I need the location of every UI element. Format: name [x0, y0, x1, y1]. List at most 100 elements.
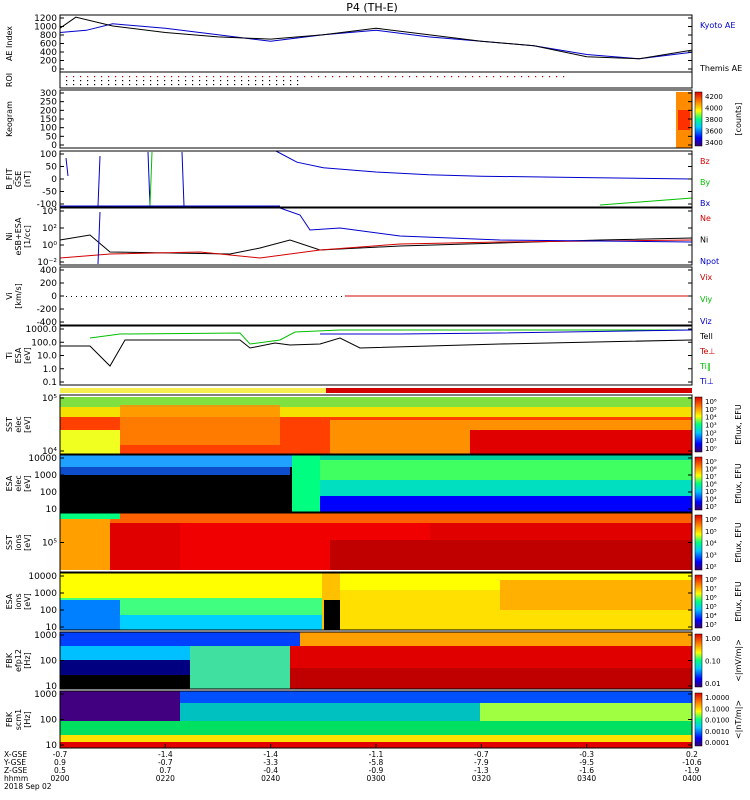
vi-zero-dot	[341, 296, 342, 297]
panel-frame-roi	[59, 71, 693, 89]
roi-dot	[129, 84, 131, 86]
roi-dot	[171, 80, 173, 82]
x-tick-label: -5.8	[369, 758, 384, 767]
roi-dot	[206, 80, 208, 82]
roi-dot	[528, 76, 530, 78]
legend-entry-vi: Viz	[700, 317, 712, 326]
vi-zero-dot	[156, 296, 157, 297]
roi-dot	[395, 76, 397, 78]
y-tick-label-fbkb: 1000	[34, 690, 57, 700]
y-tick-label-esai: 10000	[28, 572, 57, 582]
colorbar-tick-sste: 10⁴	[705, 414, 717, 422]
ni-trace	[59, 234, 693, 255]
y-tick-label-vi: 400	[40, 266, 57, 276]
bfit-by-trace	[149, 151, 153, 207]
roi-dot	[143, 84, 145, 86]
roi-dot	[444, 76, 446, 78]
colorbar-tick-sste: 10⁰	[705, 445, 717, 453]
roi-dot	[108, 80, 110, 82]
roi-dot	[402, 76, 404, 78]
roi-dot	[122, 80, 124, 82]
y-axis-label-keogram: Keogram	[5, 101, 14, 137]
roi-dot	[206, 84, 208, 86]
y-tick-label-esai: 10	[46, 623, 58, 633]
roi-dot	[297, 84, 299, 86]
roi-dot	[115, 84, 117, 86]
colorbar-label-esai: Eflux, EFU	[734, 581, 743, 622]
x-tick-label: 0320	[472, 774, 491, 783]
vi-zero-dot	[291, 296, 292, 297]
panel-frame-esai	[59, 572, 693, 631]
vi-zero-dot	[326, 296, 327, 297]
y-axis-label-fbkb: FBK	[5, 711, 14, 727]
y-axis-label-bfit: [nT]	[23, 171, 32, 187]
y-axis-label-sste: elec	[14, 416, 23, 432]
roi-dot	[136, 76, 138, 78]
vi-zero-dot	[126, 296, 127, 297]
y-axis-label-fbke: FBK	[5, 652, 14, 668]
y-tick-label-keogram: 300	[40, 89, 57, 99]
roi-dot	[255, 76, 257, 78]
y-axis-label-ti: ESA	[14, 347, 23, 363]
colorbar-tick-esai: 10⁸	[705, 576, 717, 584]
vi-zero-dot	[271, 296, 272, 297]
roi-dot	[185, 84, 187, 86]
roi-dot	[409, 76, 411, 78]
mode-bar-slow	[60, 388, 326, 393]
y-tick-label-esae: 10	[46, 505, 58, 515]
panel-frame-ti	[59, 325, 693, 386]
colorbar-tick-sste: 10³	[705, 422, 717, 430]
vi-zero-dot	[176, 296, 177, 297]
vi-zero-dot	[241, 296, 242, 297]
y-axis-label-ssti: [eV]	[23, 534, 32, 551]
legend-entry-ni: Ni	[700, 236, 708, 245]
colorbar-tick-ssti: 10⁶	[705, 516, 717, 524]
roi-dot	[73, 84, 75, 86]
vi-zero-dot	[116, 296, 117, 297]
vi-zero-dot	[251, 296, 252, 297]
y-tick-label-ti: 10.0	[37, 352, 57, 362]
vi-zero-dot	[136, 296, 137, 297]
x-tick-label: 0400	[682, 774, 701, 783]
roi-dot	[199, 76, 201, 78]
roi-dot	[171, 76, 173, 78]
roi-dot	[185, 76, 187, 78]
y-tick-label-ti: 1.0	[43, 365, 58, 375]
colorbar-tick-keogram: 3800	[705, 116, 723, 124]
roi-dot	[220, 80, 222, 82]
roi-dot	[297, 76, 299, 78]
roi-dot	[164, 80, 166, 82]
colorbar-tick-esai: 10⁷	[705, 585, 717, 593]
vi-zero-dot	[266, 296, 267, 297]
roi-dot	[332, 76, 334, 78]
ne-trace	[59, 239, 693, 259]
x-tick-label: -7.9	[474, 758, 489, 767]
vi-zero-dot	[71, 296, 72, 297]
roi-dot	[136, 84, 138, 86]
legend-entry-ni: Ne	[700, 214, 711, 223]
roi-dot	[290, 76, 292, 78]
colorbar-tick-esae: 10⁶	[705, 481, 717, 489]
x-tick-label: 0.9	[54, 758, 66, 767]
y-tick-label-fbke: 1000	[34, 631, 57, 641]
x-tick-label: -0.7	[158, 758, 173, 767]
x-tick-label: 0220	[156, 774, 175, 783]
roi-dot	[227, 76, 229, 78]
roi-dot	[262, 76, 264, 78]
y-tick-label-fbke: 100	[40, 657, 57, 667]
x-tick-label: -1.6	[579, 766, 594, 775]
roi-dot	[304, 76, 306, 78]
x-tick-label: 0340	[577, 774, 596, 783]
colorbar-keogram	[694, 91, 703, 147]
y-tick-label-keogram: 100	[40, 124, 57, 134]
vi-zero-dot	[226, 296, 227, 297]
vi-zero-dot	[301, 296, 302, 297]
roi-dot	[514, 76, 516, 78]
roi-dot	[87, 80, 89, 82]
y-axis-label-fbkb: [Hz]	[23, 711, 32, 727]
roi-dot	[192, 76, 194, 78]
roi-dot	[122, 84, 124, 86]
roi-dot	[101, 76, 103, 78]
roi-dot	[129, 76, 131, 78]
